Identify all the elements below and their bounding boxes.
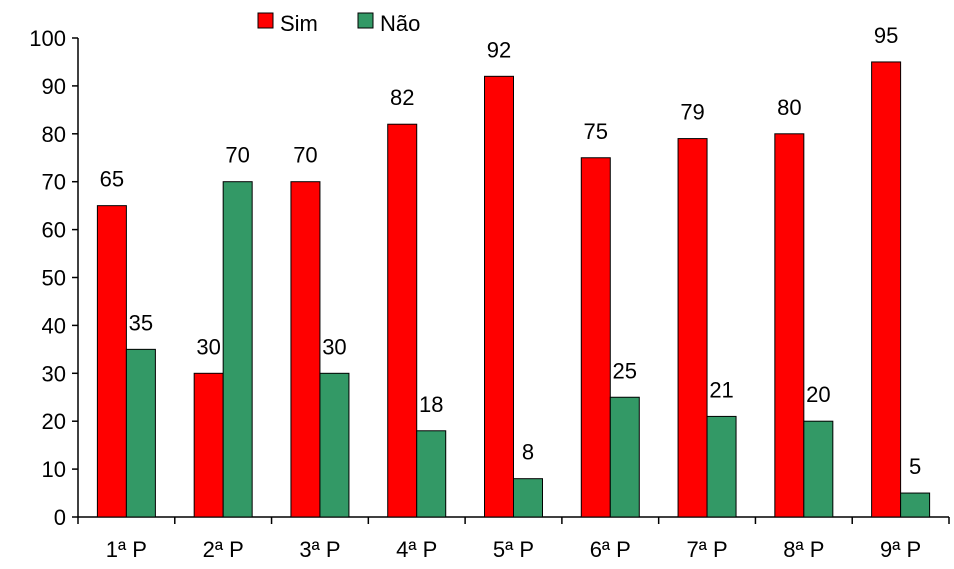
bar-nao (222, 181, 253, 518)
y-tick-label: 100 (29, 26, 66, 51)
bar-nao (416, 430, 447, 518)
bar-sim (774, 133, 805, 518)
bar-nao (706, 415, 737, 518)
data-label-sim: 30 (196, 334, 220, 359)
y-tick-label: 90 (42, 74, 66, 99)
x-tick-label: 7ª P (686, 537, 727, 562)
x-tick-label: 1ª P (106, 537, 147, 562)
legend-swatch-sim (257, 12, 274, 29)
data-label-sim: 75 (584, 119, 608, 144)
data-label-nao: 70 (225, 143, 249, 168)
y-tick-label: 0 (54, 505, 66, 530)
data-label-nao: 21 (709, 377, 733, 402)
data-label-sim: 92 (487, 37, 511, 62)
data-label-sim: 70 (293, 143, 317, 168)
y-tick-label: 60 (42, 218, 66, 243)
bar-sim (871, 61, 902, 518)
bar-sim (193, 372, 224, 518)
data-label-nao: 35 (129, 310, 153, 335)
data-label-sim: 65 (100, 167, 124, 192)
legend-label-sim: Sim (280, 11, 318, 36)
x-tick-label: 4ª P (396, 537, 437, 562)
data-label-nao: 20 (806, 382, 830, 407)
bars (96, 61, 931, 518)
bar-nao (513, 478, 543, 518)
bar-nao (609, 396, 640, 518)
legend-swatch-nao (357, 12, 374, 29)
bar-sim (677, 138, 708, 518)
data-label-nao: 8 (522, 440, 534, 465)
data-label-sim: 79 (680, 100, 704, 125)
bar-nao (125, 348, 156, 518)
x-tick-label: 8ª P (783, 537, 824, 562)
bar-nao (803, 420, 834, 518)
x-tick-label: 2ª P (203, 537, 244, 562)
x-tick-label: 6ª P (590, 537, 631, 562)
bar-sim (580, 157, 611, 518)
y-tick-label: 50 (42, 266, 66, 291)
axes: 0 10 20 30 40 50 60 70 80 90 100 1ª P 2ª P 3ª P 4ª P 5ª… (29, 26, 950, 562)
bar-nao (900, 492, 931, 518)
y-tick-label: 30 (42, 361, 66, 386)
legend: Sim Não (257, 11, 420, 36)
legend-label-nao: Não (380, 11, 420, 36)
y-tick-label: 10 (42, 457, 66, 482)
y-tick-label: 20 (42, 409, 66, 434)
bar-sim (387, 123, 418, 518)
data-label-nao: 30 (322, 334, 346, 359)
x-tick-label: 3ª P (299, 537, 340, 562)
data-label-sim: 82 (390, 85, 414, 110)
x-tick-label: 9ª P (880, 537, 921, 562)
y-tick-label: 80 (42, 122, 66, 147)
x-tick-label: 5ª P (493, 537, 534, 562)
data-label-sim: 95 (874, 23, 898, 48)
data-label-nao: 25 (613, 358, 637, 383)
bar-sim (290, 181, 321, 518)
bar-nao (319, 372, 350, 518)
data-label-sim: 80 (777, 95, 801, 120)
data-label-nao: 5 (909, 454, 921, 479)
data-labels: 65 35 30 70 70 30 82 18 92 8 75 25 79 21 80 20 95 5 (100, 23, 922, 479)
y-tick-label: 40 (42, 313, 66, 338)
data-label-nao: 18 (419, 392, 443, 417)
bar-sim (96, 205, 127, 518)
y-tick-label: 70 (42, 170, 66, 195)
bar-sim (484, 75, 514, 518)
